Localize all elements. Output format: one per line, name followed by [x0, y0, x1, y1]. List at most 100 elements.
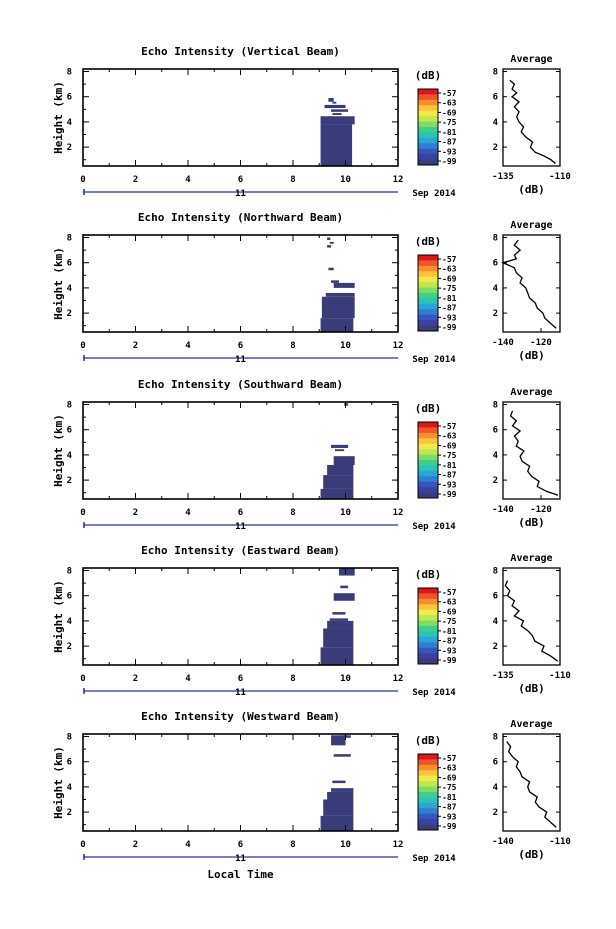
x-tick-label: 8 [290, 674, 295, 684]
x-tick-label: 8 [290, 175, 295, 185]
avg-x-tick-label: -120 [530, 505, 552, 515]
colorbar-swatch [418, 819, 438, 826]
panel-2: Echo Intensity (Southward Beam) 0 2 4 6 8 10 12… [52, 378, 561, 532]
x-tick-label: 2 [133, 341, 138, 351]
colorbar-swatch [418, 631, 438, 638]
colorbar-swatch [418, 626, 438, 632]
x-tick-label: 4 [185, 840, 191, 850]
y-tick-label: 6 [67, 93, 72, 103]
colorbar-swatch [418, 255, 438, 261]
colorbar-swatch [418, 609, 438, 616]
x-tick-label: 10 [340, 341, 351, 351]
colorbar-tick-label: -69 [442, 441, 457, 450]
colorbar-tick-label: -81 [442, 128, 457, 137]
colorbar-swatch [418, 593, 438, 600]
echo-cell [333, 456, 355, 465]
colorbar-frame [417, 753, 439, 831]
echo-cell [331, 444, 349, 448]
panel-3: Echo Intensity (Eastward Beam) 0 2 4 6 8 10 12 2… [52, 544, 571, 698]
y-tick-label: 4 [67, 118, 73, 128]
colorbar-swatch [418, 121, 438, 128]
colorbar-tick-label: -93 [442, 646, 457, 655]
panel-title: Echo Intensity (Northward Beam) [138, 211, 343, 224]
colorbar-swatch [418, 271, 438, 278]
echo-cell [331, 280, 339, 283]
colorbar-swatch [418, 276, 438, 283]
colorbar-swatch [418, 658, 438, 665]
avg-y-tick-label: 4 [493, 118, 499, 128]
colorbar-swatch [418, 487, 438, 494]
colorbar-tick-label: -87 [442, 138, 457, 147]
colorbar-swatch [418, 465, 438, 472]
x-tick-label: 10 [340, 674, 351, 684]
echo-cell [333, 282, 355, 288]
colorbar-swatch [418, 422, 438, 428]
avg-y-tick-label: 4 [493, 617, 499, 627]
x-tick-label: 4 [185, 674, 191, 684]
colorbar-frame [417, 587, 439, 665]
avg-y-tick-label: 4 [493, 783, 499, 793]
colorbar-tick-label: -57 [442, 89, 457, 98]
avg-x-tick-label: -140 [492, 505, 514, 515]
colorbar-swatch [418, 759, 438, 766]
colorbar-label: (dB) [415, 568, 442, 581]
colorbar-swatch [418, 438, 438, 445]
echo-cell [327, 620, 354, 629]
colorbar-swatch [418, 265, 438, 272]
echo-cell [332, 113, 342, 115]
y-tick-label: 8 [67, 733, 72, 743]
avg-y-tick-label: 8 [493, 234, 498, 244]
echo-cell [320, 488, 354, 499]
echo-cell [320, 116, 355, 125]
x-tick-label: 12 [393, 508, 404, 518]
colorbar-swatch [418, 293, 438, 299]
x-tick-label: 2 [133, 508, 138, 518]
colorbar-tick-label: -63 [442, 99, 457, 108]
y-tick-label: 4 [67, 284, 73, 294]
avg-y-tick-label: 4 [493, 451, 499, 461]
colorbar-swatch [418, 132, 438, 139]
x-tick-label: 0 [80, 840, 85, 850]
colorbar-swatch [418, 620, 438, 627]
x-tick-label: 12 [393, 674, 404, 684]
avg-x-tick-label: -140 [492, 837, 514, 847]
colorbar-swatch [418, 797, 438, 804]
echo-cell [331, 788, 354, 792]
y-tick-label: 8 [67, 567, 72, 577]
y-tick-label: 8 [67, 401, 72, 411]
avg-y-tick-label: 6 [493, 93, 498, 103]
y-tick-label: 2 [67, 309, 72, 319]
y-tick-label: 4 [67, 783, 73, 793]
x-tick-label: 2 [133, 175, 138, 185]
colorbar-frame [417, 88, 439, 166]
avg-y-tick-label: 2 [493, 476, 498, 486]
colorbar-swatch [418, 470, 438, 477]
echo-cell [340, 585, 349, 589]
y-axis-label: Height (km) [52, 81, 65, 154]
colorbar-swatch [418, 492, 438, 499]
colorbar-swatch [418, 813, 438, 820]
colorbar-swatch [418, 282, 438, 289]
x-tick-label: 0 [80, 341, 85, 351]
avg-y-tick-label: 2 [493, 808, 498, 818]
colorbar-tick-label: -93 [442, 147, 457, 156]
echo-cell [327, 464, 354, 476]
colorbar-swatch [418, 449, 438, 456]
colorbar-tick-label: -87 [442, 471, 457, 480]
avg-y-tick-label: 2 [493, 309, 498, 319]
colorbar-tick-label: -57 [442, 754, 457, 763]
colorbar-tick-label: -99 [442, 656, 457, 665]
avg-profile-line [509, 79, 556, 164]
date-label: Sep 2014 [412, 522, 456, 532]
colorbar-label: (dB) [415, 402, 442, 415]
colorbar-swatch [418, 320, 438, 327]
avg-title: Average [510, 387, 552, 398]
colorbar-swatch [418, 588, 438, 594]
colorbar-tick-label: -75 [442, 118, 457, 127]
colorbar-tick-label: -99 [442, 323, 457, 332]
avg-frame [502, 567, 561, 666]
date-label: Sep 2014 [412, 688, 456, 698]
colorbar-swatch [418, 653, 438, 660]
y-tick-label: 6 [67, 758, 72, 768]
